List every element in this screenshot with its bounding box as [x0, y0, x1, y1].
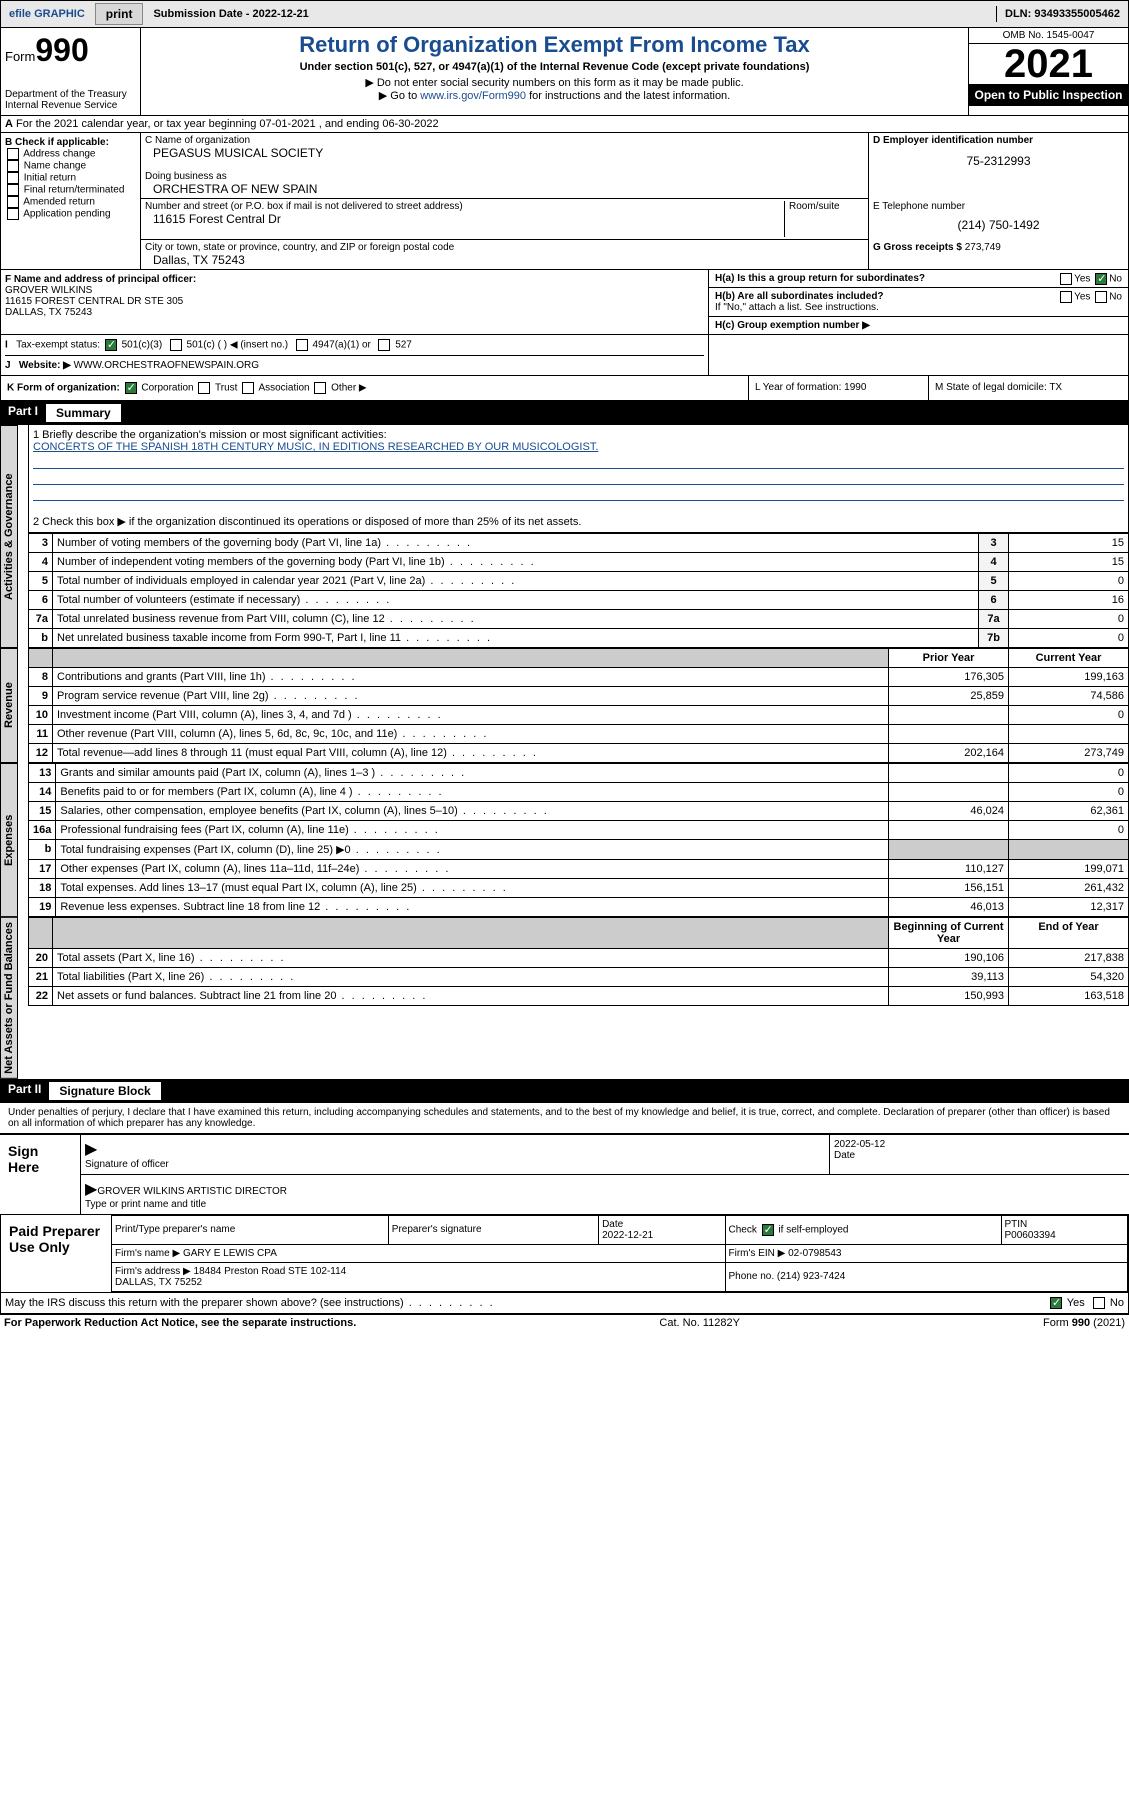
signature-block: Under penalties of perjury, I declare th… [0, 1103, 1129, 1215]
discuss-yes[interactable] [1050, 1297, 1062, 1309]
may-discuss-row: May the IRS discuss this return with the… [0, 1293, 1129, 1314]
box-b: B Check if applicable: Address change Na… [1, 133, 141, 269]
h-a-yes[interactable] [1060, 273, 1072, 285]
header-grid: B Check if applicable: Address change Na… [0, 133, 1129, 270]
activities-governance-section: Activities & Governance 1 Briefly descri… [0, 425, 1129, 648]
k-other[interactable] [314, 382, 326, 394]
topbar: efile GRAPHIC print Submission Date - 20… [0, 0, 1129, 28]
box-c-city: City or town, state or province, country… [141, 240, 868, 269]
website-row: J Website: ▶ WWW.ORCHESTRAOFNEWSPAIN.ORG [5, 360, 704, 371]
dept-label: Department of the Treasury Internal Reve… [5, 89, 136, 111]
h-b-no[interactable] [1095, 291, 1107, 303]
form-org: K Form of organization: Corporation Trus… [1, 376, 748, 400]
form-label: Form990 [5, 32, 136, 69]
subtitle-1: Under section 501(c), 527, or 4947(a)(1)… [145, 61, 964, 73]
state-domicile: M State of legal domicile: TX [928, 376, 1128, 400]
year-formation: L Year of formation: 1990 [748, 376, 928, 400]
k-assoc[interactable] [242, 382, 254, 394]
submission-date-label: Submission Date - 2022-12-21 [145, 6, 316, 22]
k-trust[interactable] [198, 382, 210, 394]
discuss-no[interactable] [1093, 1297, 1105, 1309]
revenue-section: Revenue Prior YearCurrent Year8Contribut… [0, 648, 1129, 763]
net-assets-section: Net Assets or Fund Balances Beginning of… [0, 917, 1129, 1079]
subtitle-3: ▶ Go to www.irs.gov/Form990 for instruct… [145, 89, 964, 102]
row-k: K Form of organization: Corporation Trus… [0, 376, 1129, 401]
tab-revenue: Revenue [0, 648, 18, 763]
open-inspection: Open to Public Inspection [969, 84, 1128, 106]
k-corp[interactable] [125, 382, 137, 394]
self-employed-check[interactable] [762, 1224, 774, 1236]
net-assets-table: Beginning of Current YearEnd of Year20To… [28, 917, 1129, 1006]
box-g: G Gross receipts $ 273,749 [868, 240, 1128, 269]
tax-4947[interactable] [296, 339, 308, 351]
mission-block: 1 Briefly describe the organization's mi… [28, 425, 1129, 533]
box-e: E Telephone number (214) 750-1492 [868, 199, 1128, 240]
form-header: Form990 Department of the Treasury Inter… [0, 28, 1129, 116]
section-a: A For the 2021 calendar year, or tax yea… [0, 116, 1129, 133]
box-h: H(a) Is this a group return for subordin… [708, 270, 1128, 334]
irs-link[interactable]: www.irs.gov/Form990 [420, 90, 526, 102]
tax-year: 2021 [969, 44, 1128, 84]
tab-expenses: Expenses [0, 763, 18, 917]
part1-header: Part I Summary [0, 401, 1129, 425]
governance-table: 3Number of voting members of the governi… [28, 533, 1129, 648]
sign-here-label: Sign Here [0, 1135, 80, 1214]
expenses-table: 13Grants and similar amounts paid (Part … [28, 763, 1129, 917]
tab-net-assets: Net Assets or Fund Balances [0, 917, 18, 1079]
dln: DLN: 93493355005462 [996, 6, 1128, 22]
revenue-table: Prior YearCurrent Year8Contributions and… [28, 648, 1129, 763]
row-fg: F Name and address of principal officer:… [0, 270, 1129, 335]
h-a-no[interactable] [1095, 273, 1107, 285]
box-d: D Employer identification number 75-2312… [868, 133, 1128, 199]
footer: For Paperwork Reduction Act Notice, see … [0, 1314, 1129, 1331]
tax-status: I Tax-exempt status: 501(c)(3) 501(c) ( … [5, 339, 704, 356]
part2-header: Part II Signature Block [0, 1079, 1129, 1103]
row-tax-web: I Tax-exempt status: 501(c)(3) 501(c) ( … [0, 335, 1129, 376]
tab-governance: Activities & Governance [0, 425, 18, 648]
box-f: F Name and address of principal officer:… [1, 270, 708, 334]
tax-501c3[interactable] [105, 339, 117, 351]
expenses-section: Expenses 13Grants and similar amounts pa… [0, 763, 1129, 917]
box-c-addr: Number and street (or P.O. box if mail i… [141, 199, 868, 240]
form-title: Return of Organization Exempt From Incom… [145, 32, 964, 58]
subtitle-2: ▶ Do not enter social security numbers o… [145, 76, 964, 89]
print-button[interactable]: print [95, 3, 144, 25]
box-c-name: C Name of organization PEGASUS MUSICAL S… [141, 133, 868, 199]
h-b-yes[interactable] [1060, 291, 1072, 303]
tax-501c[interactable] [170, 339, 182, 351]
tax-527[interactable] [378, 339, 390, 351]
efile-link[interactable]: efile GRAPHIC [1, 6, 93, 22]
paid-preparer: Paid Preparer Use Only Print/Type prepar… [0, 1215, 1129, 1293]
